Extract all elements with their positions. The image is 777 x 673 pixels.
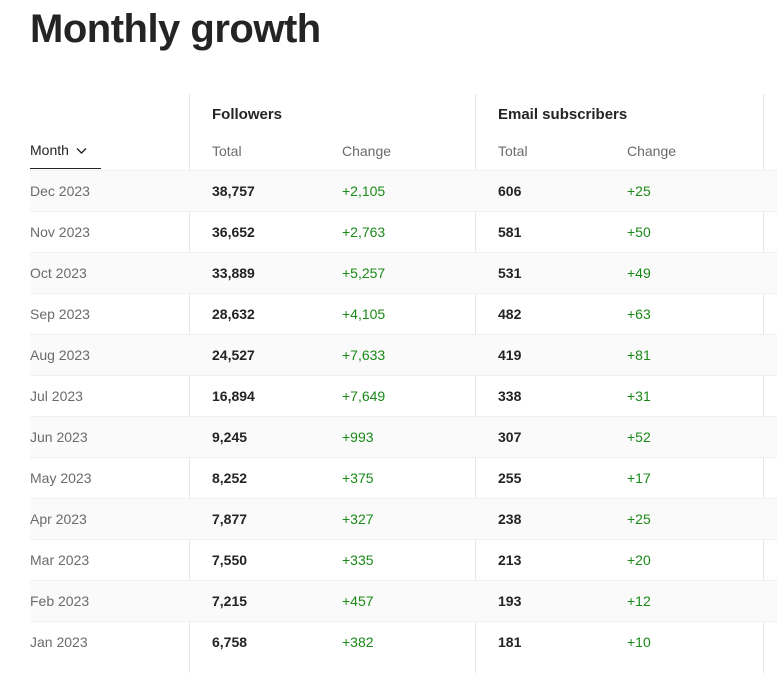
followers-total-cell: 7,877 — [212, 511, 248, 527]
month-cell: Nov 2023 — [30, 224, 90, 240]
column-divider — [475, 94, 476, 673]
followers-change-header: Change — [342, 143, 392, 159]
email-total-cell: 419 — [498, 347, 522, 363]
email-total-cell: 581 — [498, 224, 522, 240]
followers-change-cell: +993 — [342, 429, 374, 445]
followers-change-cell: +2,105 — [342, 183, 386, 199]
followers-total-cell: 7,550 — [212, 552, 248, 568]
email-total-cell: 307 — [498, 429, 522, 445]
table-row: Apr 2023 7,877 +327 238 +25 — [30, 498, 777, 539]
email-total-cell: 606 — [498, 183, 522, 199]
email-total-cell: 193 — [498, 593, 522, 609]
email-change-cell: +49 — [627, 265, 651, 281]
email-total-cell: 531 — [498, 265, 522, 281]
month-cell: Sep 2023 — [30, 306, 90, 322]
followers-total-cell: 7,215 — [212, 593, 248, 609]
table-body: Dec 2023 38,757 +2,105 606 +25 Nov 2023 36,652… — [30, 170, 777, 662]
email-total-header: Total — [498, 143, 528, 159]
table-row: Aug 2023 24,527 +7,633 419 +81 — [30, 334, 777, 375]
followers-total-cell: 6,758 — [212, 634, 248, 650]
email-change-cell: +10 — [627, 634, 651, 650]
email-change-cell: +20 — [627, 552, 651, 568]
email-change-cell: +63 — [627, 306, 651, 322]
followers-total-cell: 38,757 — [212, 183, 255, 199]
column-divider — [189, 94, 190, 673]
month-sort-underline — [30, 168, 101, 169]
email-subscribers-group-header: Email subscribers — [498, 106, 628, 123]
month-cell: Oct 2023 — [30, 265, 87, 281]
table-row: Jul 2023 16,894 +7,649 338 +31 — [30, 375, 777, 416]
table-row: Feb 2023 7,215 +457 193 +12 — [30, 580, 777, 621]
followers-change-cell: +2,763 — [342, 224, 386, 240]
month-cell: May 2023 — [30, 470, 92, 486]
email-change-cell: +25 — [627, 511, 651, 527]
email-change-cell: +31 — [627, 388, 651, 404]
email-total-cell: 181 — [498, 634, 522, 650]
email-change-cell: +81 — [627, 347, 651, 363]
followers-change-cell: +457 — [342, 593, 374, 609]
followers-group-header: Followers — [212, 106, 283, 123]
month-cell: Jul 2023 — [30, 388, 83, 404]
chevron-down-icon — [76, 147, 87, 154]
page-title: Monthly growth — [30, 7, 321, 51]
email-change-cell: +12 — [627, 593, 651, 609]
followers-total-cell: 16,894 — [212, 388, 255, 404]
month-sort-header[interactable]: Month — [30, 142, 88, 158]
followers-total-header: Total — [212, 143, 242, 159]
table-row: Dec 2023 38,757 +2,105 606 +25 — [30, 170, 777, 211]
month-cell: Apr 2023 — [30, 511, 87, 527]
followers-total-cell: 9,245 — [212, 429, 248, 445]
email-total-cell: 338 — [498, 388, 522, 404]
email-total-cell: 238 — [498, 511, 522, 527]
email-change-cell: +50 — [627, 224, 651, 240]
followers-change-cell: +7,633 — [342, 347, 386, 363]
email-total-cell: 255 — [498, 470, 522, 486]
table-row: Sep 2023 28,632 +4,105 482 +63 — [30, 293, 777, 334]
month-header-label: Month — [30, 142, 69, 158]
email-change-cell: +52 — [627, 429, 651, 445]
followers-change-cell: +335 — [342, 552, 374, 568]
month-cell: Aug 2023 — [30, 347, 90, 363]
followers-total-cell: 33,889 — [212, 265, 255, 281]
email-total-cell: 482 — [498, 306, 522, 322]
table-row: May 2023 8,252 +375 255 +17 — [30, 457, 777, 498]
email-total-cell: 213 — [498, 552, 522, 568]
table-row: Oct 2023 33,889 +5,257 531 +49 — [30, 252, 777, 293]
followers-change-cell: +375 — [342, 470, 374, 486]
email-change-cell: +25 — [627, 183, 651, 199]
table-row: Jun 2023 9,245 +993 307 +52 — [30, 416, 777, 457]
followers-total-cell: 36,652 — [212, 224, 255, 240]
followers-change-cell: +382 — [342, 634, 374, 650]
table-row: Nov 2023 36,652 +2,763 581 +50 — [30, 211, 777, 252]
month-cell: Feb 2023 — [30, 593, 90, 609]
followers-change-cell: +5,257 — [342, 265, 386, 281]
month-cell: Jun 2023 — [30, 429, 88, 445]
column-divider — [763, 94, 764, 673]
email-change-header: Change — [627, 143, 677, 159]
followers-change-cell: +4,105 — [342, 306, 386, 322]
month-cell: Mar 2023 — [30, 552, 90, 568]
month-cell: Dec 2023 — [30, 183, 90, 199]
email-change-cell: +17 — [627, 470, 651, 486]
followers-total-cell: 24,527 — [212, 347, 255, 363]
table-row: Jan 2023 6,758 +382 181 +10 — [30, 621, 777, 662]
followers-change-cell: +327 — [342, 511, 374, 527]
followers-total-cell: 28,632 — [212, 306, 255, 322]
followers-total-cell: 8,252 — [212, 470, 248, 486]
table-row: Mar 2023 7,550 +335 213 +20 — [30, 539, 777, 580]
followers-change-cell: +7,649 — [342, 388, 386, 404]
month-cell: Jan 2023 — [30, 634, 88, 650]
